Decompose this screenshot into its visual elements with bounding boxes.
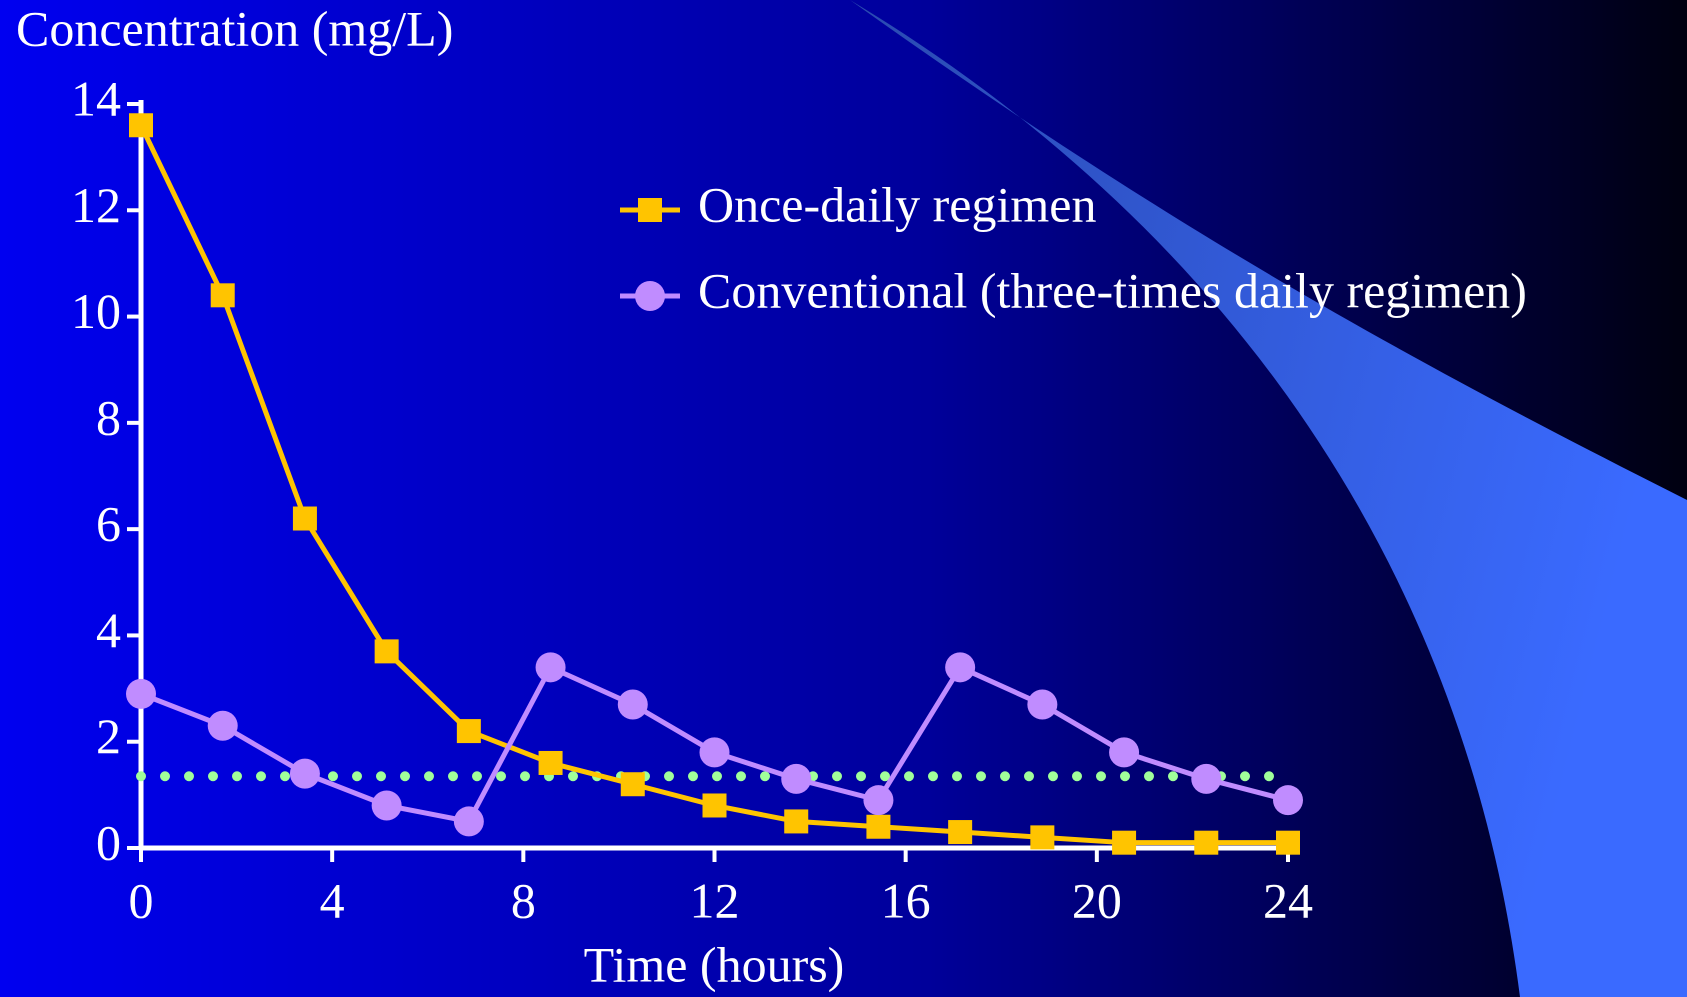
marker [702,793,727,818]
x-tick-label: 12 [690,872,740,928]
marker [1030,825,1055,850]
legend-label: Conventional (three-times daily regimen) [698,262,1527,318]
y-tick-label: 10 [71,283,121,339]
x-tick-label: 8 [511,872,536,928]
marker [371,790,402,821]
marker [456,719,481,744]
marker [863,785,894,816]
marker [784,809,809,834]
marker [292,506,317,531]
marker [635,281,665,311]
marker [617,689,648,720]
y-tick-label: 2 [96,708,121,764]
x-tick-label: 20 [1072,872,1122,928]
x-axis-title: Time (hours) [584,936,845,992]
y-tick-label: 12 [71,177,121,233]
y-tick-label: 6 [96,496,121,552]
marker [210,283,235,308]
marker [129,113,153,138]
marker [1109,737,1140,768]
marker [453,806,484,837]
x-tick-label: 0 [129,872,154,928]
marker [207,710,238,741]
marker [1112,830,1137,855]
marker [1191,763,1222,794]
marker [126,678,156,709]
legend-label: Once-daily regimen [698,176,1096,232]
y-tick-label: 4 [96,602,121,658]
marker [1276,830,1300,855]
x-tick-label: 24 [1263,872,1313,928]
marker [620,772,645,797]
marker [945,652,976,683]
marker [1194,830,1219,855]
marker [374,639,399,664]
marker [699,737,730,768]
x-tick-label: 16 [881,872,931,928]
marker [538,750,563,775]
marker [535,652,566,683]
marker [948,820,973,845]
y-axis-title: Concentration (mg/L) [16,0,453,56]
y-tick-label: 14 [71,70,121,126]
marker [638,198,662,222]
marker [1273,785,1303,816]
decor-swoosh [850,0,1687,997]
marker [866,814,891,839]
y-tick-label: 0 [96,814,121,870]
marker [289,758,320,789]
x-tick-label: 4 [320,872,345,928]
marker [1027,689,1058,720]
y-tick-label: 8 [96,389,121,445]
marker [781,763,812,794]
